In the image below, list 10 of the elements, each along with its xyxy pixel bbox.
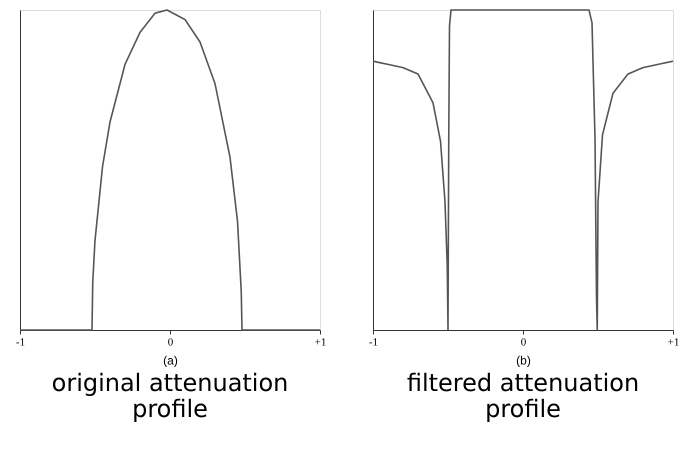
- x-tick-label: +1: [668, 336, 680, 348]
- x-axis-title: (a): [163, 354, 178, 368]
- x-tick-label: -1: [16, 336, 26, 348]
- x-tick-label: +1: [314, 336, 326, 348]
- text: original attenuation profile: [52, 369, 288, 423]
- x-axis-title: (b): [516, 354, 531, 368]
- x-tick-label: 0: [520, 336, 527, 348]
- x-tick-label: -1: [368, 336, 378, 348]
- x-tick-label: 0: [168, 336, 174, 348]
- text: filtered attenuation profile: [406, 369, 640, 423]
